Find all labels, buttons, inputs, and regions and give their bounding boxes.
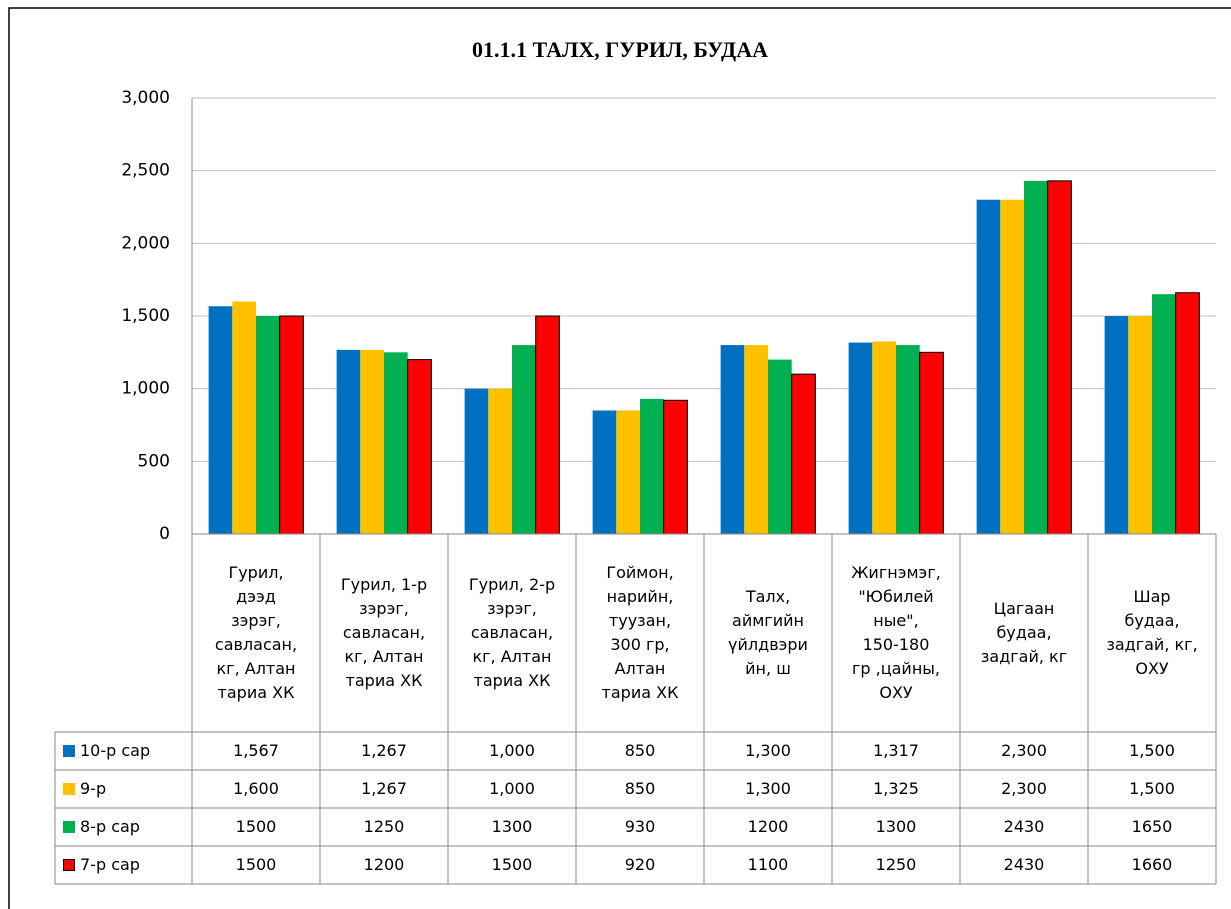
- bar: [872, 341, 896, 534]
- bar: [407, 359, 432, 535]
- bar: [464, 388, 489, 534]
- table-value: 930: [624, 817, 656, 836]
- bar: [1024, 180, 1048, 534]
- table-value: 1500: [491, 855, 533, 874]
- bar: [360, 349, 384, 534]
- legend-swatch: [63, 821, 75, 833]
- table-value: 1,500: [1129, 741, 1175, 760]
- category-label: Гурил, дээд зэрэг, савласан, кг, Алтан т…: [214, 563, 298, 702]
- bar: [791, 373, 816, 535]
- category-label: Талх, аймгийн үйлдвэри йн, ш: [728, 587, 808, 678]
- table-value: 920: [624, 855, 656, 874]
- table-value: 2,300: [1001, 741, 1047, 760]
- legend-swatch: [63, 745, 75, 757]
- bar: [768, 359, 792, 534]
- bar: [1000, 199, 1024, 534]
- bar: [663, 399, 688, 535]
- table-value: 1,325: [873, 779, 919, 798]
- legend-entry: 9-р: [55, 770, 192, 808]
- table-value: 1,500: [1129, 779, 1175, 798]
- table-value: 1,600: [233, 779, 279, 798]
- table-value: 1200: [747, 817, 789, 836]
- legend-label: 10-р сар: [80, 741, 151, 760]
- table-value: 1,300: [745, 779, 791, 798]
- table-value: 2430: [1003, 817, 1045, 836]
- table-value: 1,300: [745, 741, 791, 760]
- bar: [336, 349, 361, 534]
- bar: [1104, 316, 1129, 534]
- table-value: 850: [624, 779, 656, 798]
- table-value: 1,567: [233, 741, 279, 760]
- bar: [616, 410, 640, 534]
- bar: [232, 301, 256, 534]
- table-value: 1,267: [361, 741, 407, 760]
- table-value: 1300: [875, 817, 917, 836]
- category-label: Гоймон, нарийн, туузан, 300 гр, Алтан та…: [601, 563, 679, 702]
- category-label: Цагаан будаа, задгай, кг: [980, 599, 1068, 666]
- table-value: 1500: [235, 855, 277, 874]
- legend-entry: 10-р сар: [55, 732, 192, 770]
- table-value: 1,267: [361, 779, 407, 798]
- category-label: Жигнэмэг, "Юбилей ные", 150-180 гр ,цайн…: [851, 563, 941, 702]
- bar: [744, 345, 768, 534]
- y-tick-label: 500: [138, 451, 170, 471]
- table-value: 1,000: [489, 779, 535, 798]
- y-tick-label: 2,500: [121, 161, 170, 181]
- legend-entry: 7-р сар: [55, 846, 192, 884]
- bar: [1128, 316, 1152, 534]
- y-tick-label: 0: [159, 524, 170, 544]
- legend-swatch: [63, 783, 75, 795]
- table-value: 2430: [1003, 855, 1045, 874]
- table-value: 1660: [1131, 855, 1173, 874]
- y-tick-label: 3,000: [121, 88, 170, 108]
- table-value: 1200: [363, 855, 405, 874]
- bar: [384, 352, 408, 534]
- table-value: 1250: [363, 817, 405, 836]
- bar: [848, 342, 873, 534]
- bar: [256, 316, 280, 534]
- y-tick-label: 1,500: [121, 306, 170, 326]
- chart-border: [8, 7, 1231, 909]
- legend-label: 9-р: [80, 779, 107, 798]
- bar: [488, 388, 512, 534]
- bar: [1047, 180, 1072, 535]
- category-label: Гурил, 2-р зэрэг, савласан, кг, Алтан та…: [468, 575, 556, 690]
- legend-label: 7-р сар: [80, 855, 140, 874]
- bar: [1152, 294, 1176, 534]
- bar: [279, 315, 304, 535]
- bar: [512, 345, 536, 534]
- bar: [640, 398, 664, 534]
- table-value: 1650: [1131, 817, 1173, 836]
- legend-swatch: [63, 859, 75, 871]
- bar: [896, 345, 920, 534]
- category-label: Гурил, 1-р зэрэг, савласан, кг, Алтан та…: [340, 575, 428, 690]
- category-label: Шар будаа, задгай, кг, ОХУ: [1106, 587, 1198, 678]
- bar: [720, 345, 745, 534]
- chart-title: 01.1.1 ТАЛХ, ГУРИЛ, БУДАА: [472, 37, 768, 62]
- table-value: 1100: [747, 855, 789, 874]
- table-value: 2,300: [1001, 779, 1047, 798]
- table-value: 1250: [875, 855, 917, 874]
- table-value: 1500: [235, 817, 277, 836]
- y-tick-label: 1,000: [121, 379, 170, 399]
- bar: [919, 351, 944, 535]
- legend-entry: 8-р сар: [55, 808, 192, 846]
- table-value: 1,000: [489, 741, 535, 760]
- legend-label: 8-р сар: [80, 817, 140, 836]
- bar: [208, 306, 233, 534]
- table-value: 850: [624, 741, 656, 760]
- bar: [1175, 292, 1200, 535]
- y-tick-label: 2,000: [121, 233, 170, 253]
- table-value: 1300: [491, 817, 533, 836]
- bar: [592, 410, 617, 534]
- table-value: 1,317: [873, 741, 919, 760]
- bar: [976, 199, 1001, 534]
- bar: [535, 315, 560, 535]
